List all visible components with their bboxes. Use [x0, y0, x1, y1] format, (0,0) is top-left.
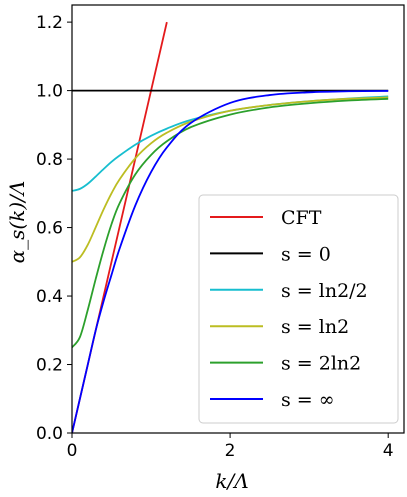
series-line-3 — [72, 96, 389, 263]
series-layer — [72, 21, 389, 433]
legend-label-1: s = 0 — [281, 243, 331, 265]
y-tick-label-6: 1.2 — [36, 13, 63, 33]
y-tick-label-4: 0.8 — [36, 150, 63, 170]
plot-frame — [71, 4, 405, 434]
x-tick-label-0: 0 — [67, 441, 78, 461]
y-axis-label: α_s(k)/Λ — [5, 181, 29, 264]
y-tick-label-1: 0.2 — [36, 356, 63, 376]
ticks-layer: 0 2 4 0.0 0.2 0.4 0.6 0.8 1.0 1.2 — [36, 13, 394, 461]
legend-label-0: CFT — [281, 207, 322, 229]
series-line-5 — [72, 90, 389, 433]
x-tick-label-1: 2 — [225, 441, 236, 461]
y-tick-label-2: 0.4 — [36, 287, 63, 307]
x-axis-label: k/Λ — [215, 469, 248, 493]
series-line-4 — [72, 97, 389, 348]
y-tick-label-5: 1.0 — [36, 82, 63, 102]
y-tick-label-3: 0.6 — [36, 219, 63, 239]
legend-label-4: s = 2ln2 — [281, 353, 361, 375]
legend-label-3: s = ln2 — [281, 316, 349, 338]
legend: CFT s = 0 s = ln2/2 s = ln2 s = 2ln2 s = ∞ — [198, 194, 399, 424]
legend-label-5: s = ∞ — [281, 389, 335, 411]
legend-box — [198, 194, 399, 424]
x-tick-label-2: 4 — [383, 441, 394, 461]
y-tick-label-0: 0.0 — [36, 424, 63, 444]
legend-label-2: s = ln2/2 — [281, 280, 368, 302]
